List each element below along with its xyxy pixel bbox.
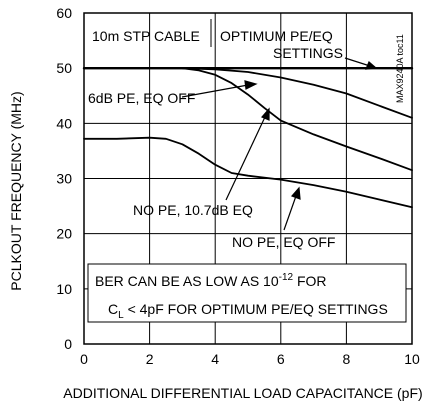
- x-tick-label: 4: [211, 351, 219, 367]
- series-line-2: [181, 67, 413, 172]
- annotation-optimum-line2: SETTINGS: [273, 45, 343, 61]
- ber-note-line1: BER CAN BE AS LOW AS 10-12 FOR: [95, 272, 327, 289]
- annotation-nope-eqoff: NO PE, EQ OFF: [232, 234, 335, 250]
- x-tick-label: 2: [146, 351, 154, 367]
- arrow-eqoff-head: [290, 186, 301, 200]
- ber-note-cl: C: [108, 301, 118, 317]
- x-tick-label: 8: [343, 351, 351, 367]
- series-line-1: [83, 67, 413, 119]
- y-axis-label: PCLKOUT FREQUENCY (MHz): [8, 91, 24, 290]
- arrow-10-7db: [225, 116, 266, 201]
- ber-note-cl-sub: L: [118, 310, 124, 321]
- y-tick-label: 20: [56, 226, 72, 242]
- arrow-optimum: [344, 57, 371, 67]
- y-tick-label: 0: [64, 336, 72, 352]
- series-lines: [82, 66, 414, 209]
- plot-frame: [83, 12, 413, 345]
- ber-note-box: [87, 263, 407, 323]
- arrow-10-7db-head: [261, 107, 270, 121]
- annotation-nope-107eq: NO PE, 10.7dB EQ: [133, 202, 253, 218]
- ber-note-exponent: -12: [279, 272, 294, 283]
- y-tick-label: 30: [56, 171, 72, 187]
- ber-note-line2: CL < 4pF FOR OPTIMUM PE/EQ SETTINGS: [108, 301, 388, 321]
- y-tick-label: 60: [56, 5, 72, 21]
- x-tick-label: 0: [80, 351, 88, 367]
- ber-note-rest: < 4pF FOR OPTIMUM PE/EQ SETTINGS: [124, 301, 388, 317]
- y-tick-label: 40: [56, 115, 72, 131]
- arrow-6db-head: [244, 80, 258, 90]
- x-axis-label: ADDITIONAL DIFFERENTIAL LOAD CAPACITANCE…: [63, 385, 422, 401]
- annotation-arrows: [181, 57, 378, 231]
- watermark: MAX9240A toc11: [395, 34, 405, 103]
- x-tick-label: 6: [277, 351, 285, 367]
- y-tick-label: 50: [56, 60, 72, 76]
- ber-note-text: BER CAN BE AS LOW AS 10: [95, 273, 279, 289]
- arrow-eqoff: [283, 195, 297, 231]
- tick-labels: 0 2 4 6 8 10 0 10 20 30 40 50 60: [56, 5, 420, 367]
- arrow-optimum-head: [365, 61, 378, 70]
- ber-note-for: FOR: [293, 273, 326, 289]
- x-tick-label: 10: [404, 351, 420, 367]
- y-tick-label: 10: [56, 281, 72, 297]
- annotation-cable: 10m STP CABLE: [92, 28, 200, 44]
- annotation-optimum-line1: OPTIMUM PE/EQ: [220, 28, 333, 44]
- series-line-3: [83, 136, 413, 209]
- annotation-6db-pe: 6dB PE, EQ OFF: [88, 90, 195, 106]
- arrow-6db: [181, 84, 249, 98]
